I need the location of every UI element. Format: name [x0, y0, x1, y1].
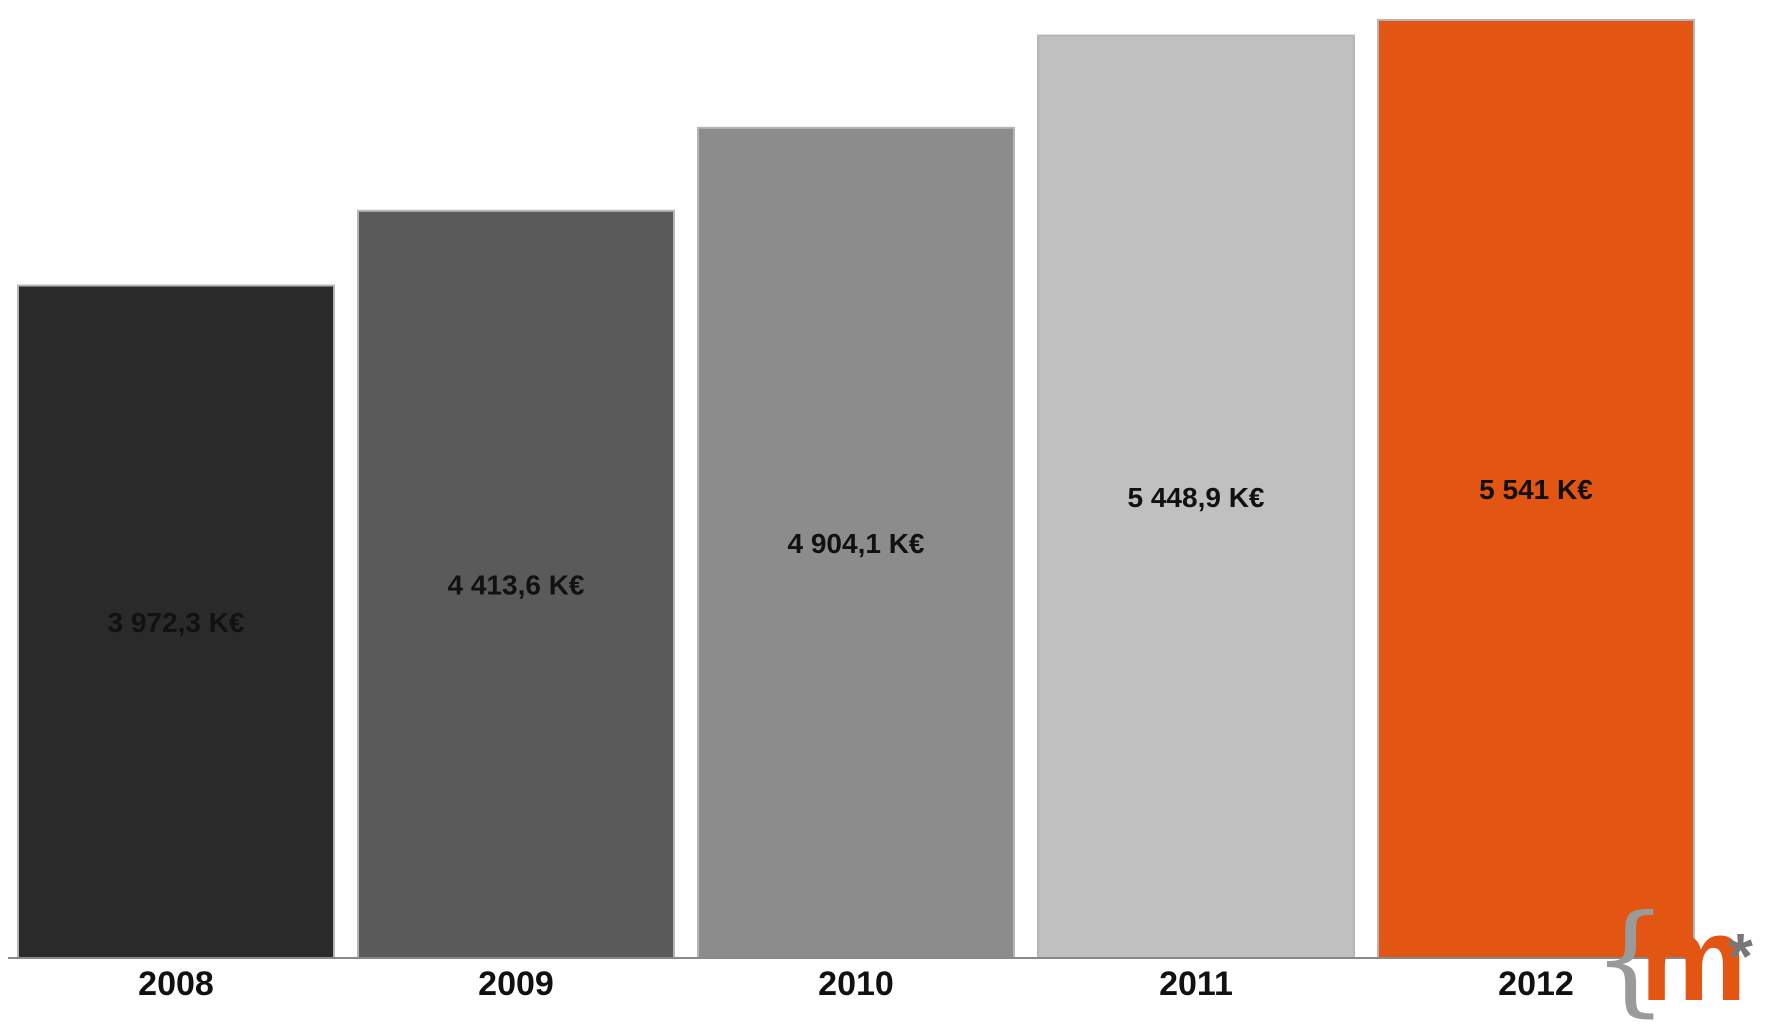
bar-2009 — [357, 209, 675, 959]
x-tick-2011: 2011 — [1159, 965, 1233, 1003]
x-tick-2010: 2010 — [818, 965, 894, 1003]
bar-2010 — [697, 126, 1015, 960]
bar-2011 — [1037, 34, 1355, 959]
logo-brace: { — [1592, 890, 1668, 1029]
value-label-2008: 3 972,3 K€ — [108, 607, 245, 638]
bar-2012 — [1377, 18, 1695, 960]
bar-2008 — [17, 284, 335, 959]
x-tick-2008: 2008 — [138, 965, 214, 1003]
x-tick-2012: 2012 — [1498, 965, 1574, 1003]
logo-star: * — [1728, 920, 1753, 992]
x-tick-labels: 2008 2009 2010 2011 2012 — [138, 965, 1574, 1003]
logo-mark: m — [1640, 892, 1747, 1026]
value-label-2009: 4 413,6 K€ — [448, 569, 585, 600]
bars-group: 3 972,3 K€ 4 413,6 K€ 4 904,1 K€ 5 448,9 K€… — [17, 18, 1695, 960]
x-tick-2009: 2009 — [478, 965, 554, 1003]
company-logo: { m * — [1592, 890, 1753, 1029]
value-label-2012: 5 541 K€ — [1479, 474, 1593, 505]
value-label-2011: 5 448,9 K€ — [1128, 482, 1265, 513]
value-label-2010: 4 904,1 K€ — [788, 528, 925, 559]
